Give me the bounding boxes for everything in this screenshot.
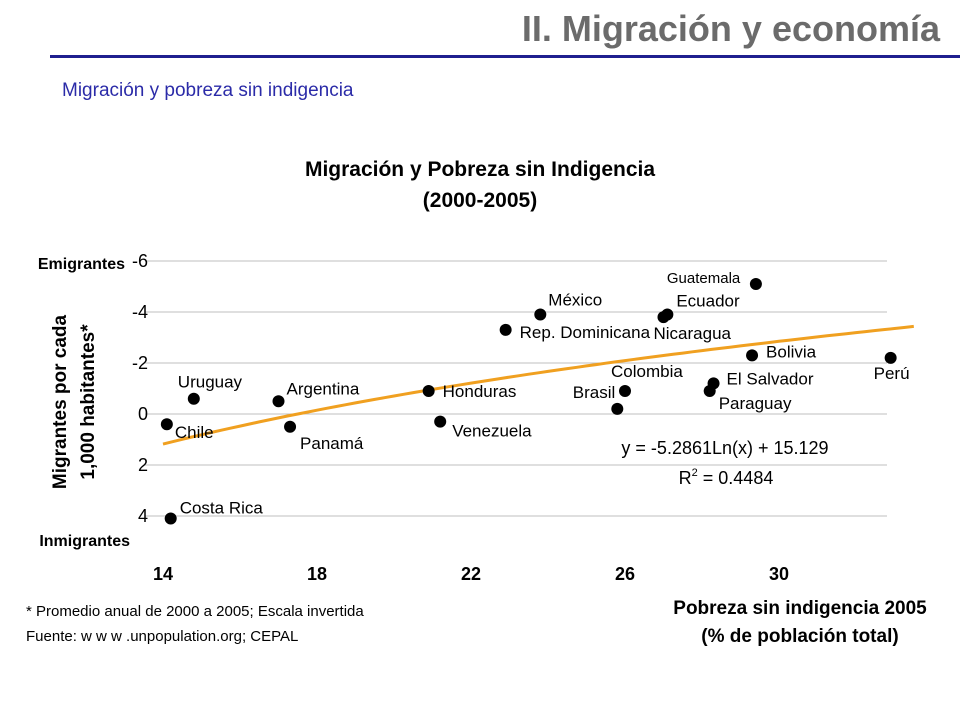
data-point xyxy=(746,349,759,362)
slide-subtitle: Migración y pobreza sin indigencia xyxy=(62,80,354,101)
data-point-label: Perú xyxy=(874,364,910,383)
gridlines xyxy=(145,260,887,517)
data-point-label: Colombia xyxy=(611,362,683,381)
data-points: Chile Costa Rica Uruguay Argentina Panamá Hon… xyxy=(160,270,910,525)
x-tick-label: 18 xyxy=(307,564,327,584)
r-squared-label: R2 = 0.4484 xyxy=(679,467,774,488)
x-tick-label: 30 xyxy=(769,564,789,584)
data-point-label: México xyxy=(548,291,602,310)
data-point xyxy=(499,323,512,336)
chart-title: Migración y Pobreza sin Indigencia xyxy=(305,158,655,181)
data-point xyxy=(884,351,897,364)
data-point xyxy=(703,385,716,398)
x-axis-title-line2: (% de población total) xyxy=(701,626,899,647)
data-point-label: Ecuador xyxy=(676,292,740,311)
trendline-group xyxy=(162,324,914,446)
data-point xyxy=(284,420,297,433)
data-point xyxy=(272,395,285,408)
data-point xyxy=(611,402,624,415)
data-point xyxy=(422,385,435,398)
y-tick-label: -6 xyxy=(132,251,148,271)
data-point xyxy=(434,415,447,428)
slide-title: II. Migración y economía xyxy=(521,8,940,49)
data-point-label: Costa Rica xyxy=(180,499,264,518)
chart-subtitle: (2000-2005) xyxy=(423,189,537,212)
data-point-label: Argentina xyxy=(287,379,360,398)
data-point-label: Uruguay xyxy=(178,373,243,392)
trendline xyxy=(162,324,914,446)
y-tick-labels: -6 -4 -2 0 2 4 xyxy=(132,251,148,526)
y-axis-title-line1: Migrantes por cada xyxy=(50,314,71,489)
data-point-label: Panamá xyxy=(300,434,364,453)
y-tick-label: 0 xyxy=(138,404,148,424)
x-tick-label: 22 xyxy=(461,564,481,584)
y-axis-title-line2: 1,000 habitantes* xyxy=(78,324,99,480)
data-point xyxy=(187,392,200,405)
y-tick-label: -4 xyxy=(132,302,148,322)
data-point xyxy=(749,277,762,290)
data-point xyxy=(534,308,547,321)
data-point-label: Nicaragua xyxy=(654,324,732,343)
y-tick-label: 2 xyxy=(138,455,148,475)
x-axis-title-line1: Pobreza sin indigencia 2005 xyxy=(673,598,927,619)
x-tick-label: 14 xyxy=(153,564,173,584)
title-divider xyxy=(50,55,960,58)
data-point xyxy=(661,308,674,321)
chart-source: Fuente: w w w .unpopulation.org; CEPAL xyxy=(26,628,299,645)
y-label-inmigrantes: Inmigrantes xyxy=(39,533,130,550)
y-tick-label: -2 xyxy=(132,353,148,373)
y-label-emigrantes: Emigrantes xyxy=(38,256,125,273)
data-point-label: Venezuela xyxy=(452,422,532,441)
data-point xyxy=(160,418,173,431)
data-point xyxy=(619,385,631,398)
x-tick-labels: 14 18 22 26 30 xyxy=(153,564,789,584)
data-point-label: Honduras xyxy=(443,382,517,401)
data-point xyxy=(164,512,177,525)
data-point-label: Guatemala xyxy=(667,270,741,287)
data-point-label: Rep. Dominicana xyxy=(520,323,651,342)
data-point-label: Bolivia xyxy=(766,342,817,361)
x-tick-label: 26 xyxy=(615,564,635,584)
trendline-equation: y = -5.2861Ln(x) + 15.129 xyxy=(621,438,828,458)
data-point-label: Chile xyxy=(175,423,214,442)
data-point-label: Paraguay xyxy=(719,394,792,413)
chart-footnote: * Promedio anual de 2000 a 2005; Escala … xyxy=(26,603,364,620)
y-tick-label: 4 xyxy=(138,506,148,526)
data-point-label: El Salvador xyxy=(727,369,814,388)
data-point-label: Brasil xyxy=(573,383,616,402)
